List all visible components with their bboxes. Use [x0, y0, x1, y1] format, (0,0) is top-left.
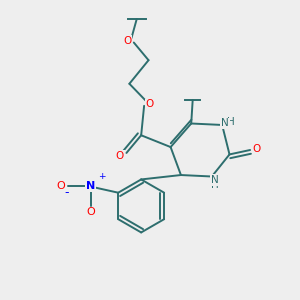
Text: O: O [146, 99, 154, 110]
Text: O: O [123, 36, 131, 46]
Text: O: O [116, 151, 124, 161]
Text: N: N [221, 118, 229, 128]
Text: H: H [227, 117, 235, 127]
Text: O: O [86, 207, 95, 218]
Text: +: + [98, 172, 105, 182]
Text: H: H [211, 180, 219, 190]
Text: O: O [56, 181, 65, 190]
Text: O: O [253, 143, 261, 154]
Text: -: - [64, 186, 69, 199]
Text: N: N [211, 175, 219, 185]
Text: N: N [85, 181, 95, 191]
